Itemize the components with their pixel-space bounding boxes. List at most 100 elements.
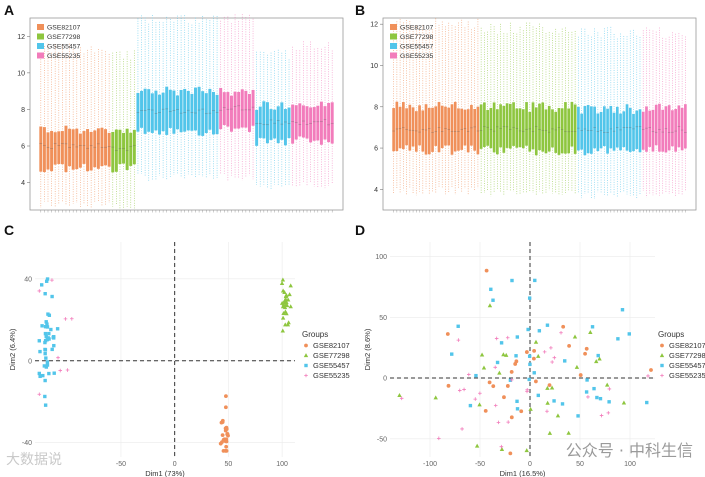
data-point xyxy=(645,400,649,405)
data-point xyxy=(506,420,510,424)
data-point xyxy=(47,331,51,336)
box xyxy=(612,112,616,151)
box xyxy=(395,101,399,151)
data-point xyxy=(283,297,289,302)
data-point xyxy=(467,372,471,377)
data-point xyxy=(43,394,47,399)
box xyxy=(515,108,519,148)
legend-marker xyxy=(304,343,308,348)
box xyxy=(476,106,480,155)
box xyxy=(86,129,90,172)
box xyxy=(518,108,522,148)
box xyxy=(287,107,291,139)
data-point xyxy=(56,355,60,360)
data-point xyxy=(505,335,510,340)
legend-marker xyxy=(660,363,664,368)
data-point xyxy=(37,339,41,343)
y-tick-label: -50 xyxy=(377,436,387,443)
box xyxy=(560,108,564,154)
data-point xyxy=(474,373,478,378)
data-point xyxy=(484,268,489,273)
data-point xyxy=(545,385,550,390)
y-tick-label: 6 xyxy=(21,144,25,151)
data-point xyxy=(525,387,530,392)
box xyxy=(150,93,154,133)
data-point xyxy=(536,393,541,398)
data-point xyxy=(549,346,553,350)
box xyxy=(172,90,176,134)
data-point xyxy=(560,402,565,406)
box xyxy=(269,109,273,140)
box xyxy=(265,102,269,144)
legend-label: GSE82107 xyxy=(47,25,80,32)
box xyxy=(528,111,532,152)
boxplot-panel-B: 4 6 8 10 12 GSE82107 GSE77298 GSE55457 GSE55235 xyxy=(370,17,697,213)
box xyxy=(615,106,619,148)
data-point xyxy=(508,451,513,456)
data-point xyxy=(224,439,229,444)
y-tick-label: 12 xyxy=(17,34,25,41)
data-point xyxy=(468,403,473,408)
data-point xyxy=(515,407,520,411)
legend-label: GSE55457 xyxy=(400,44,433,51)
box xyxy=(622,111,626,148)
box xyxy=(479,104,483,149)
legend-swatch xyxy=(37,52,44,59)
data-point xyxy=(456,338,461,342)
x-tick-label: 0 xyxy=(173,461,177,468)
data-point xyxy=(567,343,571,348)
data-point xyxy=(284,300,289,305)
box xyxy=(201,91,205,136)
data-point xyxy=(283,302,288,307)
data-point xyxy=(280,328,285,333)
x-tick-label: 100 xyxy=(276,461,288,468)
box xyxy=(46,132,50,170)
data-point xyxy=(606,411,611,415)
box xyxy=(93,130,97,168)
data-point xyxy=(528,406,533,411)
legend-label: GSE77298 xyxy=(400,34,433,41)
data-point xyxy=(545,400,550,405)
box xyxy=(165,86,169,135)
x-tick-label: -50 xyxy=(116,461,126,468)
box xyxy=(291,104,295,144)
box xyxy=(499,104,502,148)
scatter-panel-C: -50 0 50 100 -40 0 40 Dim1 (73%) Dim2 (6.4%) Grou… xyxy=(8,242,350,477)
legend-swatch xyxy=(37,33,44,40)
box xyxy=(107,132,111,167)
box xyxy=(551,109,554,148)
data-point xyxy=(499,444,504,449)
box xyxy=(424,104,428,155)
box xyxy=(305,106,309,139)
box xyxy=(111,131,115,173)
box xyxy=(154,90,158,131)
data-point xyxy=(547,430,553,435)
legend-marker xyxy=(660,343,664,348)
box xyxy=(50,131,54,172)
data-point xyxy=(592,386,596,391)
box xyxy=(557,107,561,155)
legend-title: Groups xyxy=(302,330,328,339)
box xyxy=(114,129,118,172)
box xyxy=(590,106,593,154)
box xyxy=(596,113,600,152)
box xyxy=(525,102,528,146)
box xyxy=(176,95,179,130)
data-point xyxy=(552,399,556,403)
data-point xyxy=(283,294,289,299)
legend-marker xyxy=(659,353,665,358)
data-point xyxy=(47,371,51,376)
box xyxy=(60,131,64,165)
data-point xyxy=(44,279,49,283)
data-point xyxy=(399,396,404,401)
box xyxy=(496,109,499,155)
data-point xyxy=(649,368,653,372)
box xyxy=(680,107,684,151)
boxplot-panel-A: 4 6 8 10 12 GSE82107 GSE77298 GSE55457 GSE55235 xyxy=(17,14,344,213)
box xyxy=(651,109,655,152)
box xyxy=(247,93,251,132)
box xyxy=(586,104,590,154)
data-point xyxy=(397,393,402,398)
box xyxy=(414,111,418,152)
data-point xyxy=(445,332,450,336)
